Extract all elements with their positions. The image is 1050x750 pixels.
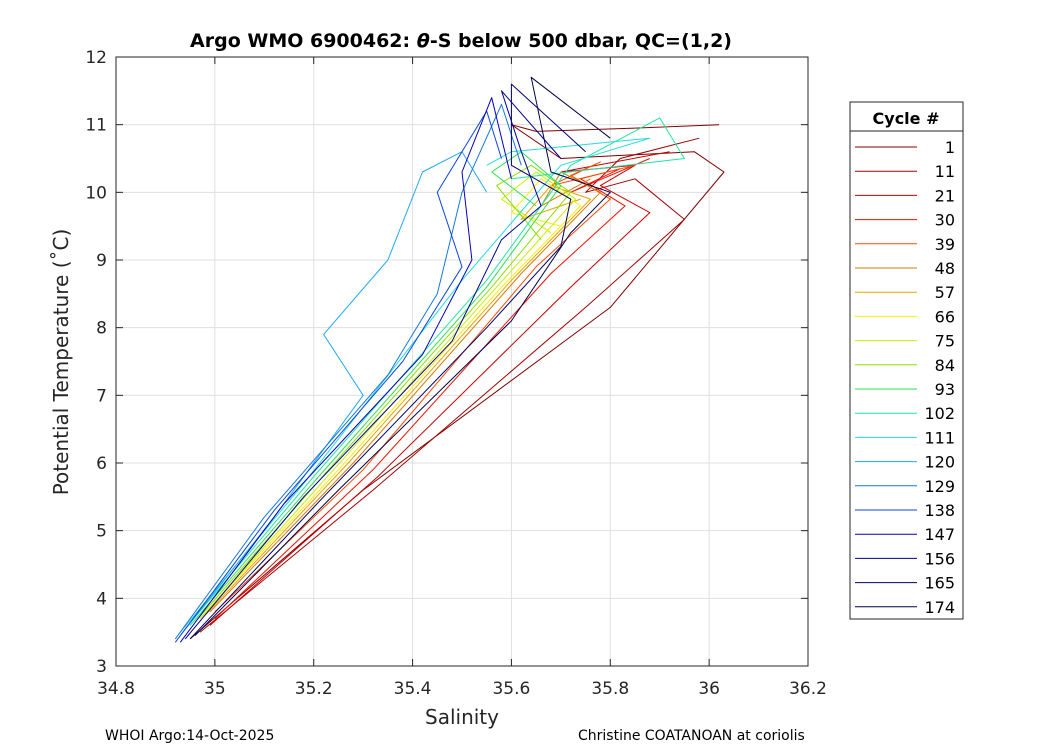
legend-label-cycle-102: 102 xyxy=(924,404,955,423)
y-tick-label: 8 xyxy=(96,319,107,339)
legend-label-cycle-1: 1 xyxy=(945,138,955,157)
x-tick-label: 34.8 xyxy=(97,679,135,699)
y-axis-ticks: 3 4 5 6 7 8 9 10 11 12 xyxy=(85,48,808,677)
y-tick-label: 3 xyxy=(96,657,107,677)
footer-right: Christine COATANOAN at coriolis xyxy=(578,728,805,744)
plot-area xyxy=(116,57,808,666)
x-tick-label: 35 xyxy=(204,679,226,699)
x-tick-label: 35.4 xyxy=(394,679,432,699)
legend-label-cycle-11: 11 xyxy=(935,162,955,181)
series-line-cycle-174 xyxy=(194,76,611,636)
legend-label-cycle-48: 48 xyxy=(935,259,955,278)
series-line-cycle-93 xyxy=(189,151,562,626)
series-line-cycle-156 xyxy=(184,90,562,640)
legend-title: Cycle # xyxy=(873,109,940,128)
legend-label-cycle-120: 120 xyxy=(924,453,955,472)
plot-frame xyxy=(115,56,809,667)
legend-label-cycle-30: 30 xyxy=(935,211,955,230)
legend-label-cycle-138: 138 xyxy=(924,501,955,520)
legend-label-cycle-21: 21 xyxy=(935,186,955,205)
series-line-cycle-57 xyxy=(204,185,591,616)
series-line-cycle-21 xyxy=(209,151,670,626)
y-tick-label: 9 xyxy=(96,251,107,271)
y-tick-label: 11 xyxy=(85,116,107,136)
x-tick-label: 36 xyxy=(698,679,720,699)
series-line-cycle-1 xyxy=(189,124,725,640)
legend-items: 1112130394857667584931021111201291381471… xyxy=(855,138,955,617)
series-line-cycle-84 xyxy=(194,164,572,623)
legend-label-cycle-39: 39 xyxy=(935,235,955,254)
legend-label-cycle-66: 66 xyxy=(935,307,955,326)
x-axis-ticks: 34.8 35 35.2 35.4 35.6 35.8 36 36.2 xyxy=(97,57,827,699)
legend-label-cycle-129: 129 xyxy=(924,477,955,496)
series-line-cycle-129 xyxy=(174,103,522,640)
legend-label-cycle-75: 75 xyxy=(935,332,955,351)
x-tick-label: 35.8 xyxy=(591,679,629,699)
y-tick-label: 6 xyxy=(96,454,107,474)
series-line-cycle-66 xyxy=(199,178,582,619)
legend: Cycle # 11121303948576675849310211112012… xyxy=(849,101,964,620)
legend-label-cycle-147: 147 xyxy=(924,525,955,544)
series-line-cycle-120 xyxy=(179,151,488,636)
series-lines xyxy=(174,76,725,643)
legend-label-cycle-57: 57 xyxy=(935,283,955,302)
x-axis-label: Salinity xyxy=(425,705,499,729)
y-tick-label: 5 xyxy=(96,522,107,542)
y-tick-label: 7 xyxy=(96,386,107,406)
footer-left: WHOI Argo:14-Oct-2025 xyxy=(105,728,274,744)
legend-label-cycle-93: 93 xyxy=(935,380,955,399)
legend-label-cycle-174: 174 xyxy=(924,598,955,617)
legend-label-cycle-84: 84 xyxy=(935,356,955,375)
y-tick-label: 10 xyxy=(85,183,107,203)
legend-box xyxy=(849,101,964,620)
y-tick-label: 4 xyxy=(96,589,107,609)
series-line-cycle-165 xyxy=(189,83,586,640)
legend-label-cycle-156: 156 xyxy=(924,549,955,568)
y-tick-label: 12 xyxy=(85,48,107,68)
x-tick-label: 36.2 xyxy=(789,679,827,699)
series-line-cycle-102 xyxy=(184,117,685,630)
y-axis-label: Potential Temperature (˚C) xyxy=(49,229,73,496)
series-line-cycle-147 xyxy=(179,97,512,643)
series-line-cycle-75 xyxy=(199,171,577,619)
series-line-cycle-11 xyxy=(199,137,700,633)
x-tick-label: 35.2 xyxy=(295,679,333,699)
chart-title: Argo WMO 6900462: θ-S below 500 dbar, QC… xyxy=(190,30,732,52)
legend-label-cycle-111: 111 xyxy=(924,428,955,447)
legend-label-cycle-165: 165 xyxy=(924,574,955,593)
x-tick-label: 35.6 xyxy=(492,679,530,699)
series-line-cycle-30 xyxy=(214,158,650,619)
